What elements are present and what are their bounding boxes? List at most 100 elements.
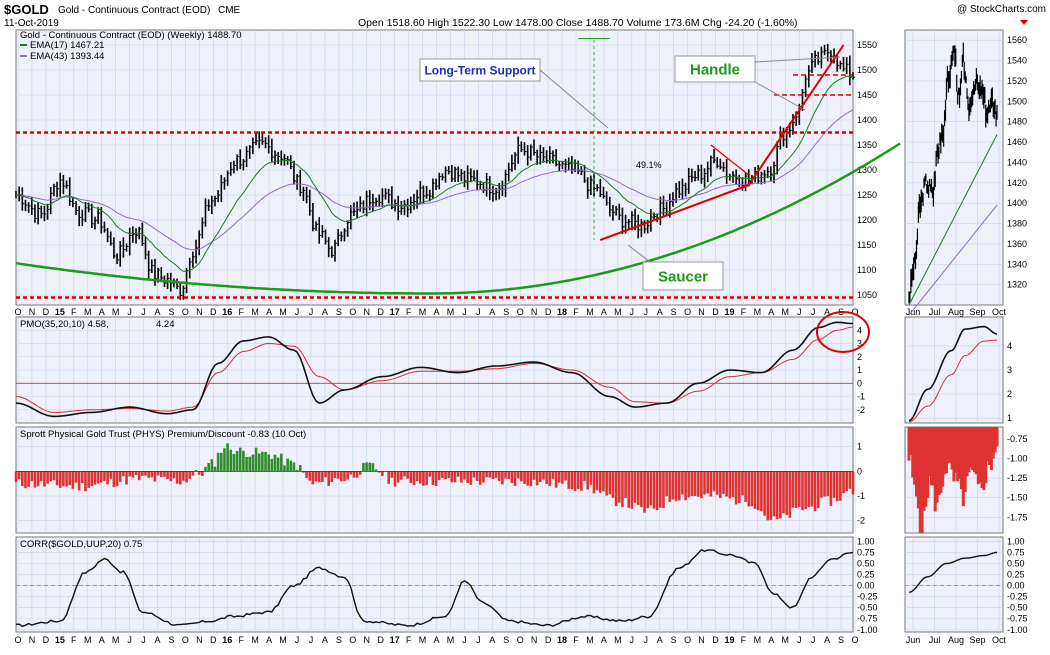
x-tick-top: O <box>517 307 524 317</box>
x-tick-top: M <box>586 307 594 317</box>
premium-bar <box>476 471 479 481</box>
x-tick-top: A <box>99 307 105 317</box>
x-tick-top: F <box>741 307 747 317</box>
x-tick-bottom: S <box>671 635 677 645</box>
premium-bar <box>182 471 185 480</box>
premium-bar <box>814 471 817 511</box>
premium-bar <box>451 471 454 482</box>
x-tick-top: J <box>630 307 635 317</box>
x-tick-bottom: M <box>614 635 622 645</box>
premium-bar <box>125 471 128 484</box>
right-y-tick-price: 1420 <box>1007 178 1027 188</box>
premium-bar <box>425 471 428 485</box>
y-tick-corr: -0.50 <box>857 603 878 613</box>
y-tick-price: 1350 <box>857 140 877 150</box>
x-tick-bottom: O <box>851 635 858 645</box>
premium-bar <box>703 471 706 494</box>
premium-bar <box>735 471 738 504</box>
premium-bar <box>697 471 700 496</box>
x-tick-bottom: S <box>168 635 174 645</box>
premium-bar <box>820 471 823 497</box>
right-x-tick-top: Aug <box>948 307 964 317</box>
premium-bar <box>204 467 207 471</box>
x-tick-bottom: D <box>545 635 552 645</box>
chart-layers: OONNDD1515FFMMAAMMJJJJAASSOONNDD1616FFMM… <box>14 20 1028 645</box>
premium-bar <box>779 471 782 518</box>
premium-bar <box>545 471 548 484</box>
premium-bar <box>46 471 49 483</box>
x-tick-top: S <box>503 307 509 317</box>
premium-bar <box>473 471 476 477</box>
premium-bar <box>410 471 413 483</box>
premium-bar <box>694 471 697 496</box>
premium-bar <box>119 471 122 481</box>
premium-bar <box>504 471 507 478</box>
premium-bar <box>353 471 356 477</box>
premium-bar <box>656 471 659 510</box>
x-tick-bottom: F <box>406 635 412 645</box>
premium-bar <box>337 471 340 478</box>
premium-bar <box>817 471 820 508</box>
x-tick-bottom: A <box>824 635 830 645</box>
premium-bar <box>577 471 580 489</box>
y-tick-price: 1250 <box>857 190 877 200</box>
right-y-tick-corr: 0.00 <box>1007 581 1025 591</box>
premium-title: Sprott Physical Gold Trust (PHYS) Premiu… <box>20 429 306 440</box>
x-tick-bottom: F <box>573 635 579 645</box>
premium-bar <box>580 471 583 490</box>
x-tick-bottom: A <box>768 635 774 645</box>
x-tick-top: M <box>112 307 120 317</box>
y-tick-corr: -0.75 <box>857 614 878 624</box>
premium-bar <box>81 471 84 483</box>
y-tick-price: 1150 <box>857 240 876 250</box>
premium-bar <box>627 471 630 507</box>
premium-bar <box>397 471 400 482</box>
x-tick-top: J <box>797 307 802 317</box>
premium-bar <box>252 455 255 472</box>
y-tick-pmo: 1 <box>857 365 862 375</box>
x-tick-bottom: A <box>154 635 160 645</box>
premium-bar <box>169 471 172 481</box>
y-tick-price: 1050 <box>857 290 877 300</box>
premium-bar <box>672 471 675 499</box>
x-tick-top: J <box>644 307 649 317</box>
premium-bar <box>176 471 179 483</box>
premium-bar <box>507 471 510 479</box>
x-tick-bottom: J <box>309 635 314 645</box>
x-tick-top: A <box>657 307 663 317</box>
premium-bar <box>331 471 334 482</box>
premium-bar <box>391 471 394 477</box>
premium-bar <box>826 471 829 496</box>
premium-bar <box>833 471 836 498</box>
premium-bar <box>811 471 814 506</box>
x-tick-top: M <box>614 307 622 317</box>
premium-bar <box>691 471 694 496</box>
right-panel-price <box>905 30 1003 305</box>
premium-bar <box>732 471 735 497</box>
premium-bar <box>289 461 292 472</box>
premium-bar <box>94 471 97 484</box>
annotation-handle-text: Handle <box>690 61 740 78</box>
premium-bar <box>466 471 469 483</box>
x-tick-bottom: O <box>349 635 356 645</box>
x-tick-top: F <box>406 307 412 317</box>
premium-bar <box>495 471 498 477</box>
right-x-tick-bottom: Oct <box>992 635 1007 645</box>
right-y-tick-price: 1340 <box>1007 259 1027 269</box>
x-tick-top: M <box>419 307 427 317</box>
right-y-tick-price: 1480 <box>1007 117 1027 127</box>
x-tick-top: A <box>601 307 607 317</box>
x-tick-bottom: A <box>99 635 105 645</box>
premium-bar <box>454 471 457 482</box>
premium-bar <box>271 459 274 471</box>
premium-bar <box>350 471 353 474</box>
ohlc-readout: Open 1518.60 High 1522.30 Low 1478.00 Cl… <box>358 17 798 29</box>
premium-bar <box>324 471 327 477</box>
premium-bar <box>318 471 321 482</box>
premium-bar <box>97 471 100 483</box>
premium-bar <box>599 471 602 492</box>
premium-bar <box>719 471 722 498</box>
premium-bar <box>343 471 346 481</box>
x-tick-top: M <box>447 307 455 317</box>
premium-bar <box>590 471 593 484</box>
